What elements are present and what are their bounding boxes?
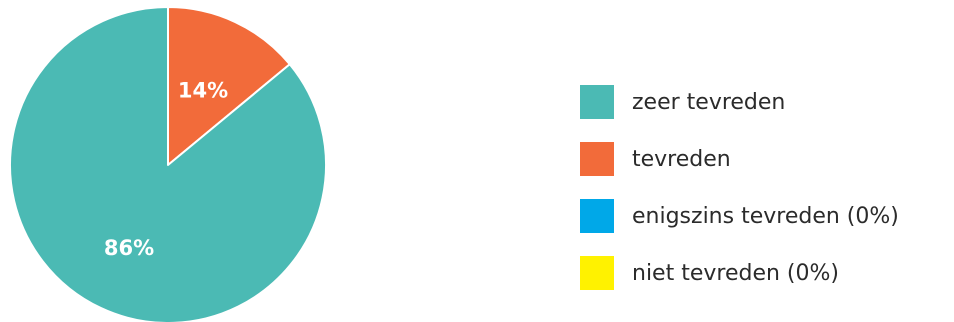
legend-label-niet-tevreden: niet tevreden (0%) <box>632 260 839 286</box>
legend-label-zeer-tevreden: zeer tevreden <box>632 89 786 115</box>
legend: zeer tevreden tevreden enigszins tevrede… <box>580 84 899 291</box>
pie-label-zeer-tevreden: 86% <box>104 236 154 260</box>
legend-swatch-zeer-tevreden <box>580 85 614 119</box>
legend-label-enigszins-tevreden: enigszins tevreden (0%) <box>632 203 899 229</box>
legend-label-tevreden: tevreden <box>632 146 731 172</box>
pie-label-tevreden: 14% <box>178 79 228 103</box>
legend-swatch-enigszins-tevreden <box>580 199 614 233</box>
pie-chart: 14% 86% <box>9 6 327 322</box>
legend-swatch-tevreden <box>580 142 614 176</box>
legend-item-zeer-tevreden: zeer tevreden <box>580 84 899 120</box>
pie-slice-zeer-tevreden <box>9 6 327 322</box>
pie-labels: 14% 86% <box>104 79 228 260</box>
legend-item-enigszins-tevreden: enigszins tevreden (0%) <box>580 198 899 234</box>
legend-swatch-niet-tevreden <box>580 256 614 290</box>
legend-item-tevreden: tevreden <box>580 141 899 177</box>
pie-slices <box>9 6 327 322</box>
legend-item-niet-tevreden: niet tevreden (0%) <box>580 255 899 291</box>
pie-slice-tevreden <box>167 6 291 166</box>
